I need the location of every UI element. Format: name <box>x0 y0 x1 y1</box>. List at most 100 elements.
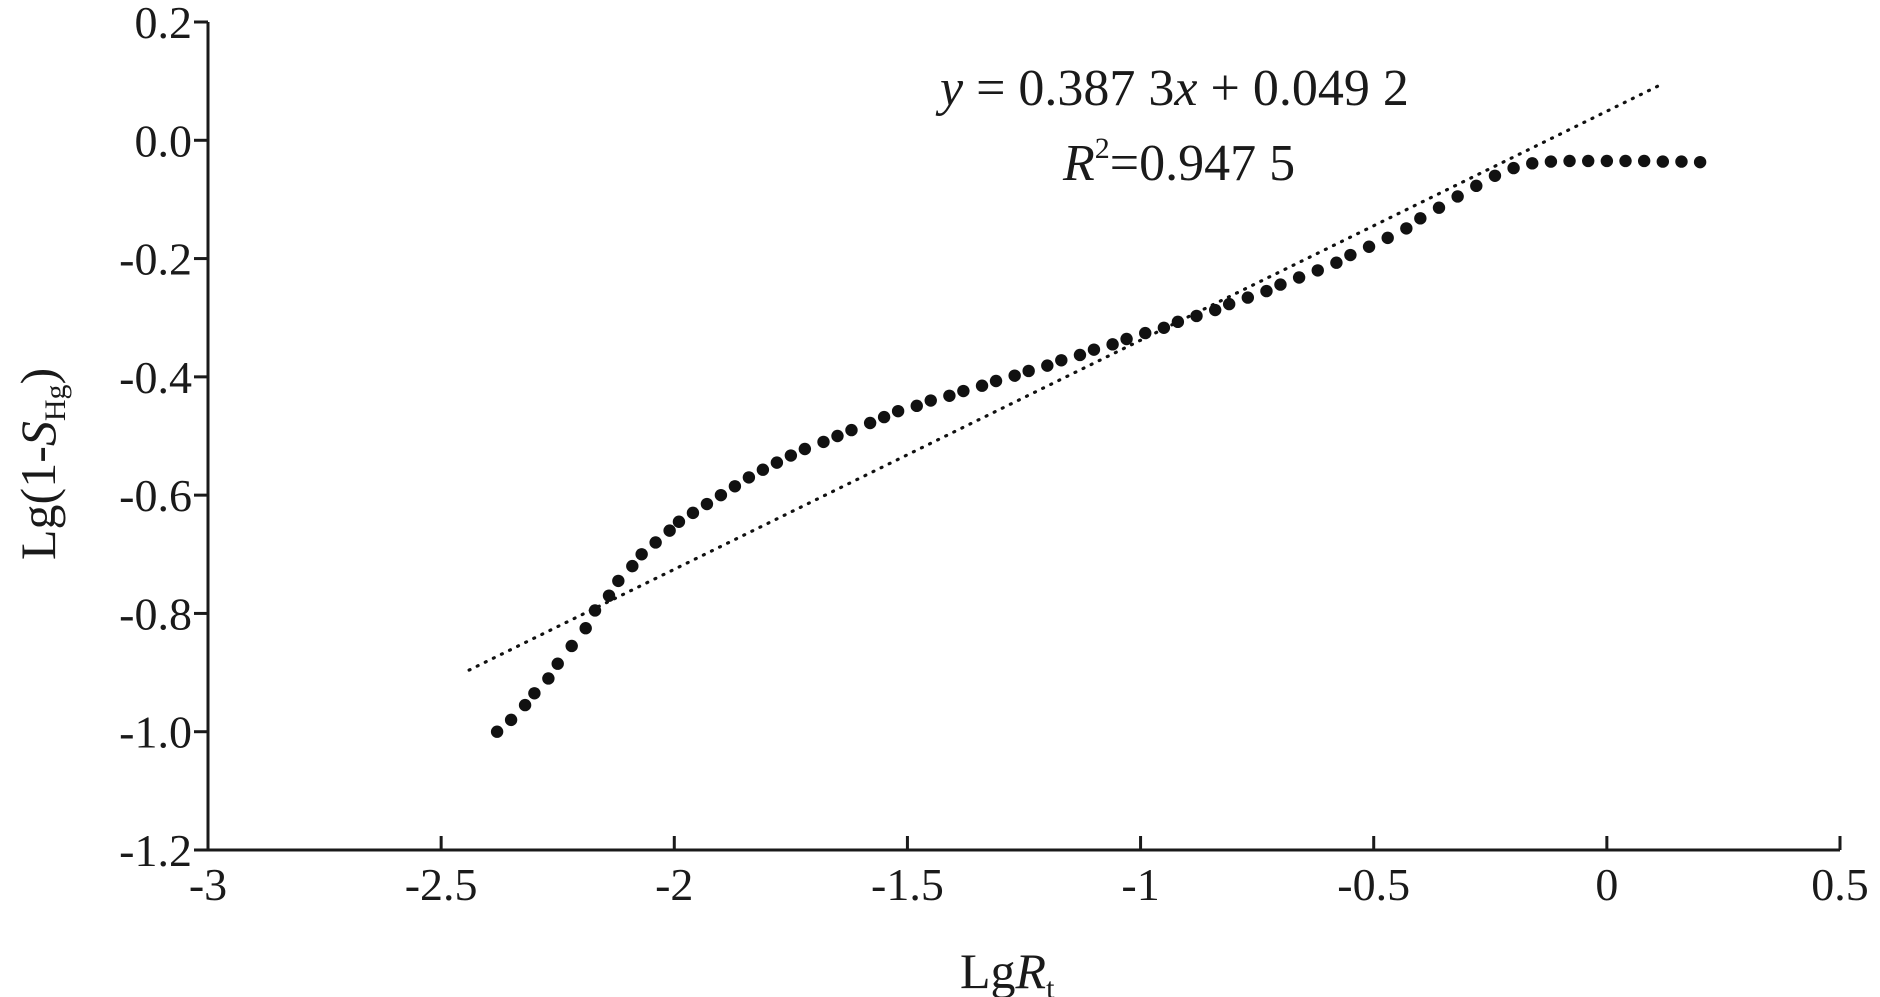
x-tick-label: -2 <box>655 859 693 910</box>
data-point <box>1344 248 1357 262</box>
data-point <box>1400 222 1413 235</box>
data-point <box>1693 155 1707 169</box>
x-tick-label: -3 <box>189 859 227 910</box>
data-point <box>1563 154 1576 168</box>
x-tick-label: -2.5 <box>405 859 478 910</box>
data-point <box>891 404 905 418</box>
data-point <box>863 416 877 430</box>
data-point <box>1330 256 1343 269</box>
data-point <box>1190 309 1203 323</box>
x-tick-label: 0.5 <box>1811 859 1869 910</box>
x-axis-ticks: -3 -2.5 -2 -1.5 -1 -0.5 0 0.5 <box>189 836 1869 910</box>
data-point <box>742 471 756 484</box>
data-point <box>1260 284 1273 298</box>
data-point <box>784 449 798 462</box>
data-point <box>565 639 578 653</box>
data-point <box>1619 154 1632 168</box>
data-point <box>1171 315 1185 329</box>
data-point <box>1507 161 1520 175</box>
data-point <box>1055 354 1068 367</box>
data-point <box>528 687 541 700</box>
data-point <box>551 657 564 670</box>
data-point <box>1600 154 1614 168</box>
y-axis-title-sub: Hg <box>39 384 72 421</box>
data-point <box>1381 231 1394 245</box>
data-point <box>1241 291 1255 304</box>
data-point <box>1106 338 1119 351</box>
data-point <box>728 480 742 493</box>
data-point <box>1120 332 1133 346</box>
data-point <box>1139 326 1152 340</box>
equation-annotation: y = 0.387 3x + 0.049 2 <box>935 60 1409 117</box>
y-axis-title-suffix: ) <box>10 368 66 385</box>
data-point <box>518 698 532 712</box>
data-point <box>1362 240 1376 253</box>
x-axis-title-sub: t <box>1046 972 1055 997</box>
data-point <box>845 423 858 437</box>
data-point <box>975 379 989 392</box>
x-tick-label: 0 <box>1595 859 1618 910</box>
data-point <box>831 429 844 443</box>
data-point <box>663 524 676 537</box>
data-point <box>649 536 662 549</box>
data-point <box>1675 155 1688 168</box>
y-tick-label: -0.6 <box>119 470 192 521</box>
equation-intercept: + 0.049 2 <box>1198 60 1409 117</box>
data-point <box>989 374 1003 388</box>
data-point <box>1544 155 1558 168</box>
r2-value: =0.947 5 <box>1110 135 1295 192</box>
data-point <box>1582 154 1595 168</box>
y-tick-label: -0.4 <box>119 352 192 403</box>
data-point <box>770 456 784 469</box>
data-point <box>1311 264 1324 277</box>
data-point <box>1274 278 1287 291</box>
data-point <box>1656 155 1670 168</box>
data-point <box>943 389 956 402</box>
y-tick-label: -1.2 <box>119 825 192 876</box>
data-point <box>626 559 639 573</box>
data-point <box>612 574 625 588</box>
data-point <box>1087 343 1101 356</box>
y-axis-title: Lg(1-SHg) <box>10 368 72 560</box>
data-point <box>635 548 648 561</box>
x-axis-title-var: R <box>1015 943 1047 997</box>
x-tick-label: -0.5 <box>1337 859 1410 910</box>
y-tick-label: 0.2 <box>135 0 193 48</box>
data-point <box>924 394 937 407</box>
data-point <box>602 589 616 602</box>
data-point <box>798 442 812 456</box>
data-point <box>1292 271 1306 284</box>
r2-superscript: 2 <box>1095 132 1110 165</box>
y-tick-label: -0.8 <box>119 588 192 639</box>
data-point <box>1432 201 1446 214</box>
x-axis-title-main: Lg <box>960 943 1016 997</box>
data-point <box>1008 369 1021 382</box>
data-point <box>504 713 518 727</box>
data-point <box>700 497 714 511</box>
data-point <box>672 515 686 528</box>
data-point <box>579 622 592 635</box>
data-point <box>1073 348 1087 362</box>
data-point <box>1041 359 1054 372</box>
data-point <box>1222 297 1236 311</box>
x-tick-label: -1 <box>1121 859 1159 910</box>
data-point <box>686 506 700 520</box>
equation-x: x <box>1173 60 1197 117</box>
y-tick-label: -0.2 <box>119 234 192 285</box>
y-axis-title-var: S <box>10 421 66 446</box>
data-point <box>1526 157 1539 170</box>
data-point <box>1637 154 1651 168</box>
data-point <box>1022 364 1035 378</box>
data-point <box>756 463 770 476</box>
x-tick-label: -1.5 <box>871 859 944 910</box>
data-point <box>1208 303 1222 317</box>
data-point <box>1451 190 1464 203</box>
equation-coef: = 0.387 3 <box>963 60 1174 117</box>
data-point <box>957 384 970 398</box>
data-point <box>588 604 602 617</box>
data-point <box>1157 321 1171 334</box>
r2-annotation: R2=0.947 5 <box>1062 132 1295 192</box>
data-points <box>490 154 1707 738</box>
data-point <box>714 488 728 502</box>
